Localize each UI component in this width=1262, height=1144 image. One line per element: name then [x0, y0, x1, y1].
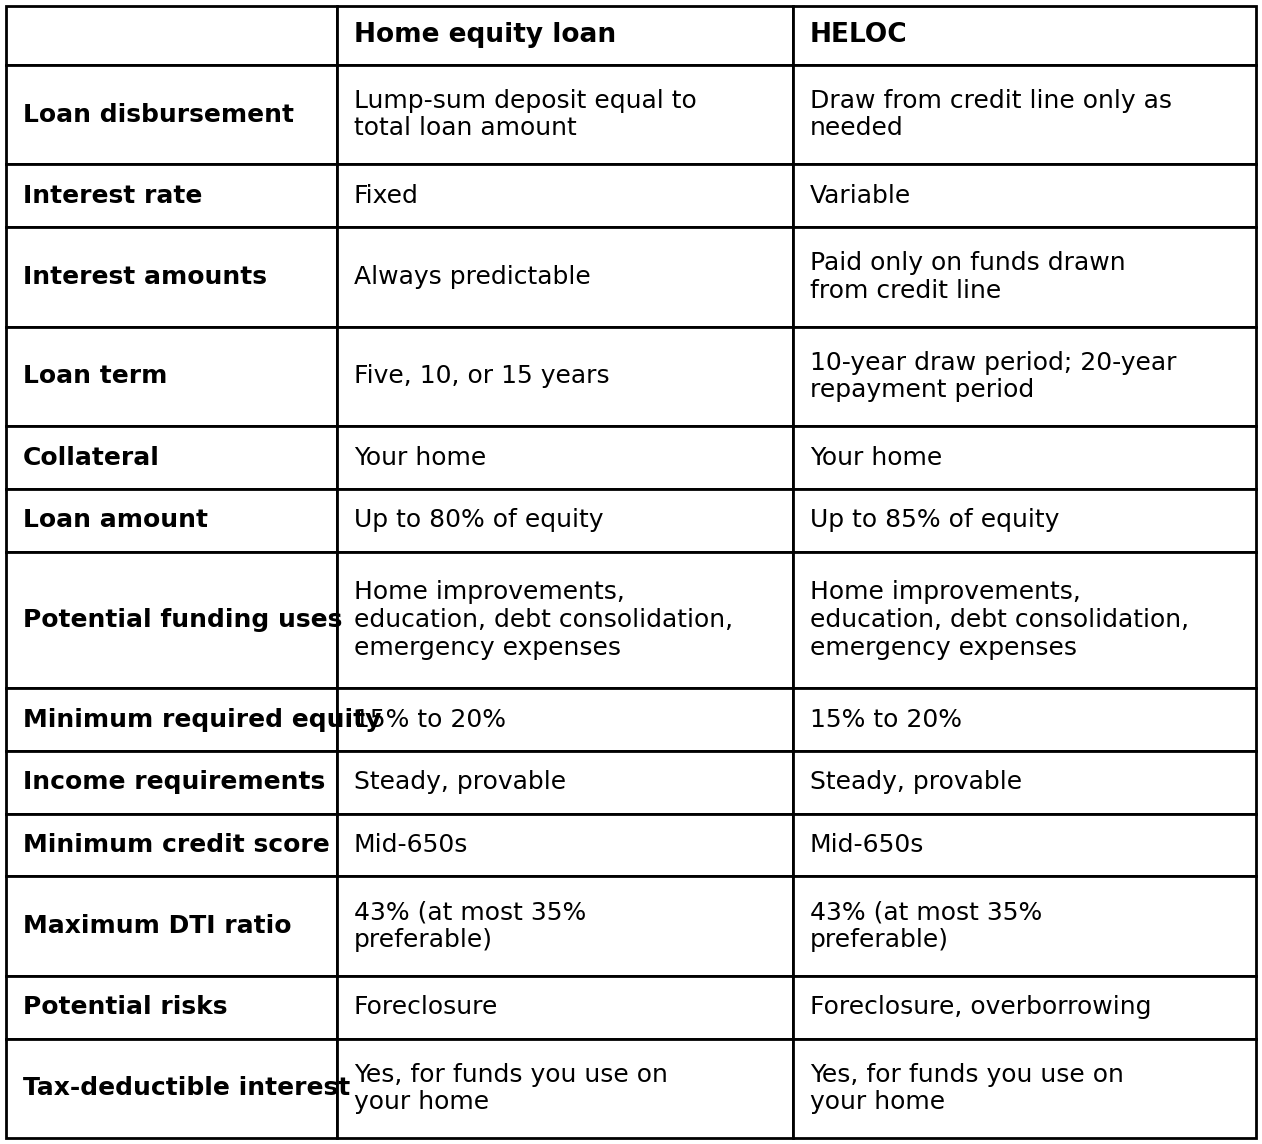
Bar: [794, 876, 1256, 976]
Bar: [794, 551, 1256, 689]
Bar: [337, 976, 794, 1039]
Bar: [337, 327, 794, 427]
Text: Foreclosure: Foreclosure: [353, 995, 498, 1019]
Text: Interest rate: Interest rate: [23, 184, 202, 208]
Text: Foreclosure, overborrowing: Foreclosure, overborrowing: [810, 995, 1151, 1019]
Bar: [794, 227, 1256, 327]
Bar: [337, 227, 794, 327]
Bar: [337, 551, 794, 689]
Bar: [794, 750, 1256, 813]
Text: Your home: Your home: [353, 446, 486, 470]
Text: Interest amounts: Interest amounts: [23, 265, 266, 289]
Text: Home improvements,
education, debt consolidation,
emergency expenses: Home improvements, education, debt conso…: [810, 580, 1189, 660]
Bar: [6, 6, 337, 65]
Text: Minimum required equity: Minimum required equity: [23, 708, 381, 731]
Text: 43% (at most 35%
preferable): 43% (at most 35% preferable): [810, 900, 1042, 952]
Text: Draw from credit line only as
needed: Draw from credit line only as needed: [810, 88, 1172, 141]
Bar: [794, 488, 1256, 551]
Bar: [794, 327, 1256, 427]
Text: Mid-650s: Mid-650s: [353, 833, 468, 857]
Text: Steady, provable: Steady, provable: [353, 770, 565, 794]
Bar: [337, 65, 794, 165]
Bar: [6, 813, 337, 876]
Bar: [6, 227, 337, 327]
Bar: [6, 65, 337, 165]
Text: Yes, for funds you use on
your home: Yes, for funds you use on your home: [353, 1063, 668, 1114]
Bar: [337, 1039, 794, 1138]
Bar: [6, 750, 337, 813]
Bar: [794, 976, 1256, 1039]
Bar: [337, 6, 794, 65]
Bar: [794, 165, 1256, 227]
Text: Steady, provable: Steady, provable: [810, 770, 1022, 794]
Bar: [6, 327, 337, 427]
Text: Mid-650s: Mid-650s: [810, 833, 924, 857]
Text: Loan disbursement: Loan disbursement: [23, 103, 294, 127]
Text: Yes, for funds you use on
your home: Yes, for funds you use on your home: [810, 1063, 1123, 1114]
Text: Variable: Variable: [810, 184, 911, 208]
Bar: [794, 1039, 1256, 1138]
Bar: [6, 165, 337, 227]
Bar: [337, 488, 794, 551]
Bar: [794, 689, 1256, 750]
Text: Potential funding uses: Potential funding uses: [23, 607, 342, 631]
Bar: [337, 813, 794, 876]
Text: Loan amount: Loan amount: [23, 508, 208, 532]
Text: Five, 10, or 15 years: Five, 10, or 15 years: [353, 365, 610, 389]
Bar: [6, 1039, 337, 1138]
Text: Paid only on funds drawn
from credit line: Paid only on funds drawn from credit lin…: [810, 251, 1126, 303]
Bar: [337, 876, 794, 976]
Bar: [6, 488, 337, 551]
Text: Loan term: Loan term: [23, 365, 167, 389]
Bar: [337, 427, 794, 488]
Text: 10-year draw period; 20-year
repayment period: 10-year draw period; 20-year repayment p…: [810, 350, 1176, 403]
Bar: [6, 551, 337, 689]
Text: Income requirements: Income requirements: [23, 770, 326, 794]
Bar: [6, 689, 337, 750]
Text: Home improvements,
education, debt consolidation,
emergency expenses: Home improvements, education, debt conso…: [353, 580, 733, 660]
Text: Potential risks: Potential risks: [23, 995, 227, 1019]
Text: Lump-sum deposit equal to
total loan amount: Lump-sum deposit equal to total loan amo…: [353, 88, 697, 141]
Bar: [337, 689, 794, 750]
Bar: [6, 427, 337, 488]
Bar: [6, 976, 337, 1039]
Text: Fixed: Fixed: [353, 184, 419, 208]
Text: Maximum DTI ratio: Maximum DTI ratio: [23, 914, 292, 938]
Text: 43% (at most 35%
preferable): 43% (at most 35% preferable): [353, 900, 586, 952]
Bar: [794, 427, 1256, 488]
Text: Tax-deductible interest: Tax-deductible interest: [23, 1077, 350, 1101]
Text: Home equity loan: Home equity loan: [353, 22, 616, 48]
Bar: [794, 813, 1256, 876]
Bar: [794, 65, 1256, 165]
Text: Collateral: Collateral: [23, 446, 159, 470]
Text: Up to 80% of equity: Up to 80% of equity: [353, 508, 603, 532]
Text: Always predictable: Always predictable: [353, 265, 591, 289]
Text: Up to 85% of equity: Up to 85% of equity: [810, 508, 1059, 532]
Bar: [337, 750, 794, 813]
Text: Your home: Your home: [810, 446, 941, 470]
Text: HELOC: HELOC: [810, 22, 907, 48]
Bar: [6, 876, 337, 976]
Bar: [794, 6, 1256, 65]
Text: Minimum credit score: Minimum credit score: [23, 833, 329, 857]
Bar: [337, 165, 794, 227]
Text: 15% to 20%: 15% to 20%: [353, 708, 506, 731]
Text: 15% to 20%: 15% to 20%: [810, 708, 962, 731]
